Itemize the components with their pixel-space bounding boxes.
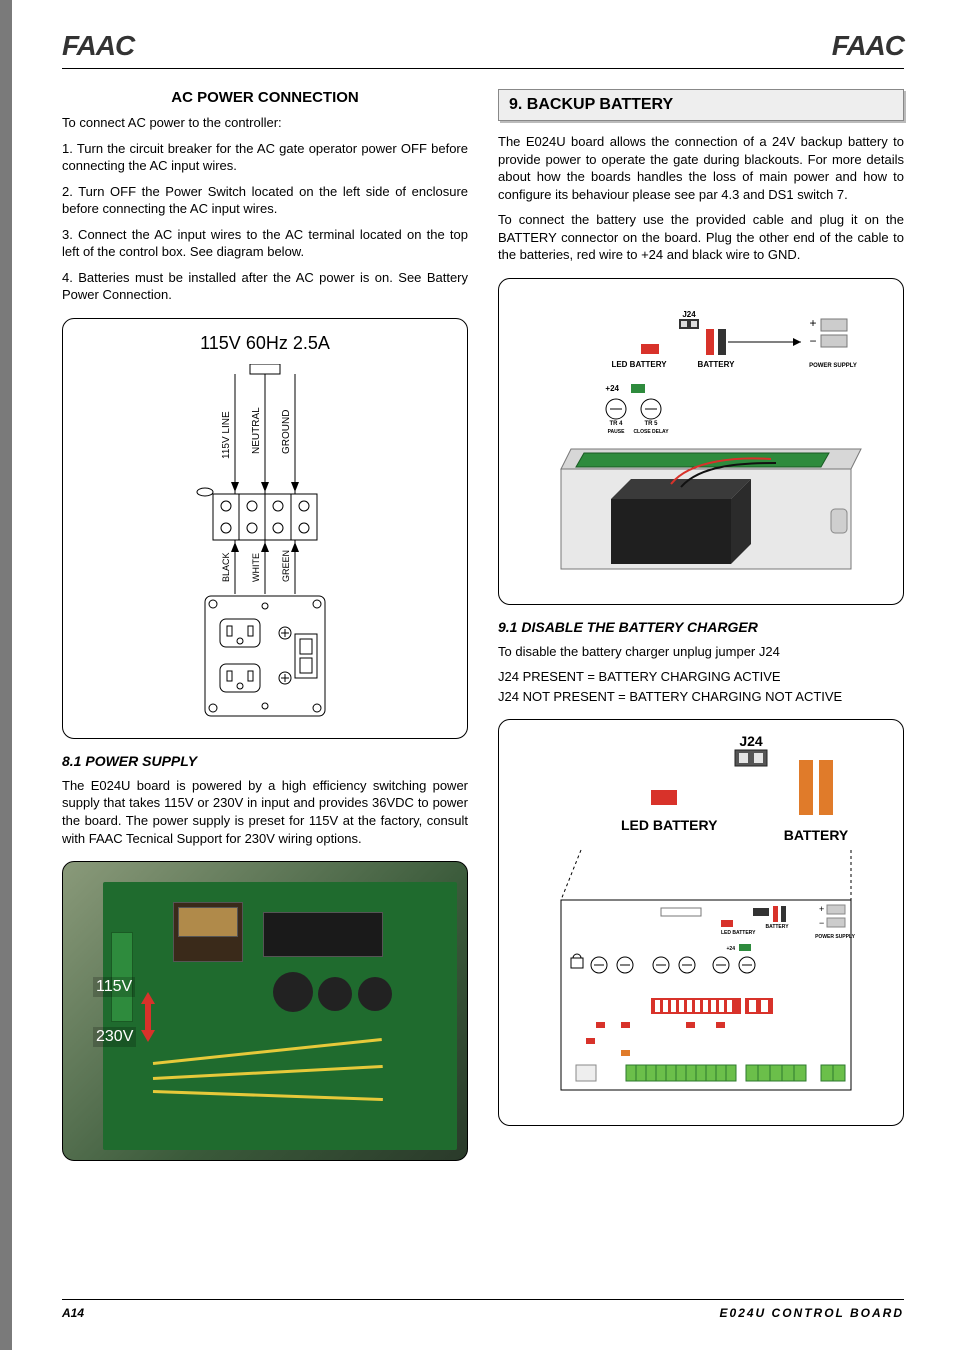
two-column-layout: AC POWER CONNECTION To connect AC power … (62, 89, 904, 1161)
label-115v: 115V (93, 977, 135, 997)
ac-power-heading: AC POWER CONNECTION (62, 89, 468, 106)
ac-step-1: 1. Turn the circuit breaker for the AC g… (62, 140, 468, 175)
brand-logo-right: FAAC (832, 30, 904, 62)
label-white: WHITE (251, 553, 261, 582)
label-neutral: NEUTRAL (251, 407, 262, 454)
svg-text:LED BATTERY: LED BATTERY (611, 360, 667, 369)
ac-diagram-svg: 115V LINE NEUTRAL GROUND (155, 364, 375, 724)
svg-text:−: − (809, 334, 816, 348)
power-supply-photo: 115V 230V (62, 861, 468, 1161)
label-230v: 230V (93, 1027, 136, 1047)
label-green: GREEN (281, 550, 291, 582)
label-115v-line: 115V LINE (221, 411, 232, 459)
section-9-heading: 9. BACKUP BATTERY (498, 89, 904, 121)
page-footer: A14 E024U CONTROL BOARD (62, 1299, 904, 1320)
footer-doc-title: E024U CONTROL BOARD (720, 1306, 904, 1320)
label-ground: GROUND (281, 409, 292, 453)
svg-text:−: − (819, 918, 824, 928)
svg-text:POWER SUPPLY: POWER SUPPLY (809, 363, 857, 369)
svg-text:BATTERY: BATTERY (784, 827, 849, 843)
battery-connection-diagram: J24 LED BATTERY BATTERY + − (498, 278, 904, 605)
j24-present-text: J24 PRESENT = BATTERY CHARGING ACTIVE (498, 668, 904, 686)
svg-text:+: + (819, 904, 824, 914)
brand-logo-left: FAAC (62, 30, 134, 62)
ac-step-3: 3. Connect the AC input wires to the AC … (62, 226, 468, 261)
svg-text:CLOSE DELAY: CLOSE DELAY (633, 429, 669, 435)
j24-diagram-svg: J24 LED BATTERY BATTERY (521, 730, 881, 1110)
section-9-1-p1: To disable the battery charger unplug ju… (498, 643, 904, 661)
section-8-1-text: The E024U board is powered by a high eff… (62, 777, 468, 847)
svg-text:LED BATTERY: LED BATTERY (721, 930, 756, 936)
right-column: 9. BACKUP BATTERY The E024U board allows… (498, 89, 904, 1161)
section-9-1-heading: 9.1 DISABLE THE BATTERY CHARGER (498, 619, 904, 635)
red-arrow-icon (141, 992, 155, 1042)
ac-intro: To connect AC power to the controller: (62, 114, 468, 132)
ac-spec-label: 115V 60Hz 2.5A (77, 333, 453, 354)
svg-text:+24: +24 (727, 946, 736, 952)
svg-text:+: + (809, 316, 816, 330)
page-header: FAAC FAAC (62, 30, 904, 69)
ac-step-4: 4. Batteries must be installed after the… (62, 269, 468, 304)
battery-diagram-svg: J24 LED BATTERY BATTERY + − (521, 289, 881, 589)
svg-text:BATTERY: BATTERY (765, 924, 789, 930)
svg-text:+24: +24 (605, 384, 619, 393)
svg-text:LED BATTERY: LED BATTERY (621, 817, 718, 833)
ac-step-2: 2. Turn OFF the Power Switch located on … (62, 183, 468, 218)
svg-text:J24: J24 (739, 733, 763, 749)
j24-not-present-text: J24 NOT PRESENT = BATTERY CHARGING NOT A… (498, 688, 904, 706)
section-8-1-heading: 8.1 POWER SUPPLY (62, 753, 468, 769)
section-9-p2: To connect the battery use the provided … (498, 211, 904, 264)
ac-wiring-diagram: 115V 60Hz 2.5A 115V LINE NEUTRAL (62, 318, 468, 739)
svg-text:PAUSE: PAUSE (608, 429, 626, 435)
svg-text:J24: J24 (682, 310, 696, 319)
svg-text:TR 4: TR 4 (609, 421, 623, 427)
footer-page-number: A14 (62, 1306, 84, 1320)
svg-text:TR 5: TR 5 (644, 421, 658, 427)
page: FAAC FAAC AC POWER CONNECTION To connect… (0, 0, 954, 1350)
label-black: BLACK (221, 552, 231, 582)
left-column: AC POWER CONNECTION To connect AC power … (62, 89, 468, 1161)
svg-text:POWER SUPPLY: POWER SUPPLY (815, 934, 855, 940)
section-9-p1: The E024U board allows the connection of… (498, 133, 904, 203)
j24-diagram: J24 LED BATTERY BATTERY (498, 719, 904, 1126)
svg-text:BATTERY: BATTERY (698, 360, 736, 369)
